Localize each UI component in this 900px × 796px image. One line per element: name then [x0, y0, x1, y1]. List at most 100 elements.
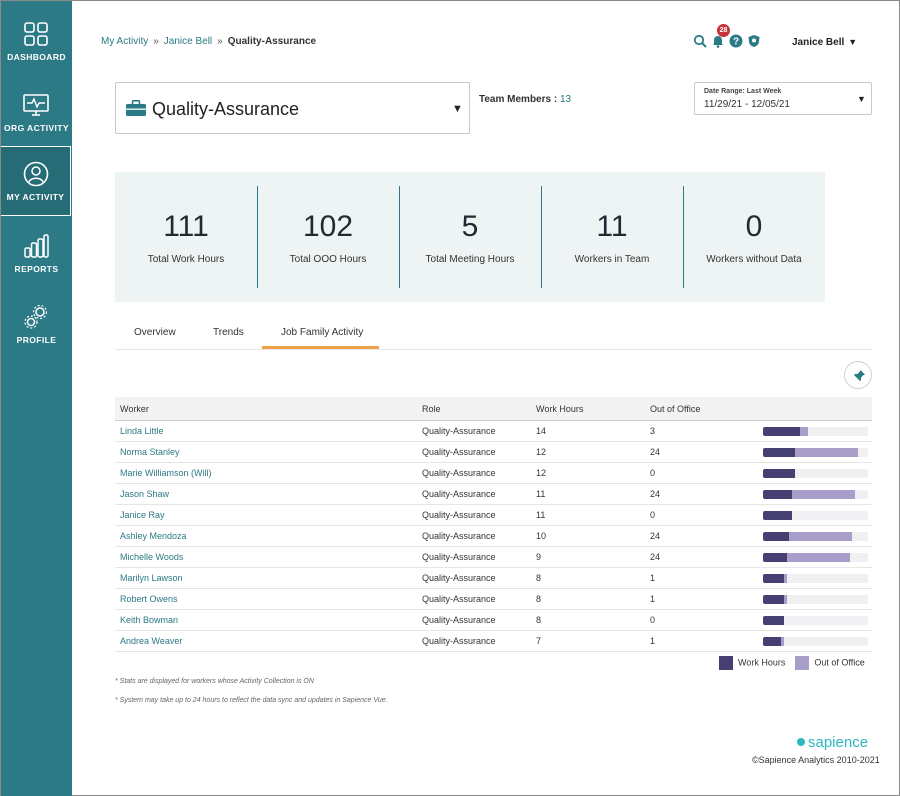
tab-bar: Overview Trends Job Family Activity [115, 318, 872, 350]
breadcrumb-my-activity[interactable]: My Activity [101, 36, 149, 47]
notification-badge: 28 [717, 24, 730, 37]
work-hours-bar-segment [763, 616, 784, 625]
work-hours-bar-segment [763, 448, 795, 457]
sidebar-item-dashboard[interactable]: DASHBOARD [1, 7, 72, 77]
worker-link[interactable]: Ashley Mendoza [120, 531, 187, 541]
tab-overview[interactable]: Overview [134, 327, 176, 338]
bell-icon[interactable] [711, 34, 725, 48]
user-menu[interactable]: Janice Bell ▼ [792, 37, 857, 48]
sidebar-item-label: REPORTS [14, 264, 59, 274]
pin-icon [854, 370, 865, 381]
out-of-office-bar-segment [786, 553, 850, 562]
hours-bar [763, 574, 868, 583]
note-sync-delay: * System may take up to 24 hours to refl… [115, 697, 388, 704]
pin-button[interactable] [844, 361, 872, 389]
sidebar: DASHBOARD ORG ACTIVITY MY ACTIVITY REPOR… [1, 1, 72, 796]
tab-job-family-activity[interactable]: Job Family Activity [281, 327, 364, 338]
stats-panel: 111 Total Work Hours 102 Total OOO Hours… [115, 172, 825, 302]
hours-bar [763, 553, 868, 562]
stat-divider [541, 186, 542, 288]
worker-link[interactable]: Keith Bowman [120, 615, 179, 625]
out-of-office-cell: 24 [650, 552, 661, 562]
legend-item-work-hours: Work Hours [719, 656, 785, 670]
worker-link[interactable]: Andrea Weaver [120, 636, 183, 646]
sidebar-item-reports[interactable]: REPORTS [1, 219, 72, 289]
worker-link[interactable]: Linda Little [120, 426, 164, 436]
stat-total-meeting-hours: 5 Total Meeting Hours [399, 186, 541, 288]
out-of-office-cell: 24 [650, 531, 661, 541]
role-cell: Quality-Assurance [422, 552, 496, 562]
table-row: Michelle Woods Quality-Assurance 9 24 [115, 547, 872, 568]
work-hours-cell: 8 [536, 573, 542, 583]
out-of-office-bar-segment [791, 490, 855, 499]
stat-label: Workers without Data [706, 254, 802, 265]
worker-link[interactable]: Marilyn Lawson [120, 573, 183, 583]
breadcrumb-separator: » [153, 36, 159, 47]
out-of-office-cell: 24 [650, 489, 661, 499]
stat-label: Total OOO Hours [289, 254, 367, 265]
work-hours-bar-segment [763, 469, 795, 478]
out-of-office-cell: 0 [650, 468, 656, 478]
search-icon[interactable] [693, 34, 707, 48]
work-hours-cell: 12 [536, 447, 547, 457]
role-cell: Quality-Assurance [422, 573, 496, 583]
out-of-office-cell: 1 [650, 594, 656, 604]
team-members-label: Team Members : [479, 94, 558, 105]
role-cell: Quality-Assurance [422, 636, 496, 646]
work-hours-cell: 12 [536, 468, 547, 478]
worker-link[interactable]: Norma Stanley [120, 447, 180, 457]
column-header-out-of-office[interactable]: Out of Office [650, 404, 701, 414]
out-of-office-bar-segment [789, 532, 853, 541]
stat-total-work-hours: 111 Total Work Hours [115, 186, 257, 288]
sidebar-item-profile[interactable]: PROFILE [1, 290, 72, 360]
table-row: Jason Shaw Quality-Assurance 11 24 [115, 484, 872, 505]
worker-link[interactable]: Robert Owens [120, 594, 178, 604]
gears-icon [24, 304, 48, 329]
date-range-select[interactable]: Date Range: Last Week 11/29/21 - 12/05/2… [694, 82, 872, 115]
team-select[interactable]: Quality-Assurance ▼ [115, 82, 470, 134]
worker-link[interactable]: Janice Ray [120, 510, 165, 520]
svg-text:?: ? [733, 37, 739, 48]
breadcrumb-separator: » [217, 36, 223, 47]
column-header-role[interactable]: Role [422, 404, 441, 414]
work-hours-cell: 8 [536, 615, 542, 625]
sidebar-item-my-activity[interactable]: MY ACTIVITY [1, 146, 71, 216]
work-hours-cell: 10 [536, 531, 547, 541]
stat-value: 11 [596, 210, 628, 243]
out-of-office-cell: 1 [650, 636, 656, 646]
role-cell: Quality-Assurance [422, 489, 496, 499]
table-row: Linda Little Quality-Assurance 14 3 [115, 421, 872, 442]
table-row: Marie Williamson (Will) Quality-Assurance… [115, 463, 872, 484]
work-hours-bar-segment [763, 637, 782, 646]
worker-link[interactable]: Michelle Woods [120, 552, 184, 562]
brand-logo: sapience [797, 734, 868, 751]
user-circle-icon [23, 161, 49, 187]
hours-bar [763, 511, 868, 520]
out-of-office-cell: 3 [650, 426, 656, 436]
bar-chart-icon [24, 234, 49, 258]
work-hours-cell: 7 [536, 636, 542, 646]
worker-link[interactable]: Marie Williamson (Will) [120, 468, 212, 478]
tab-trends[interactable]: Trends [213, 327, 244, 338]
column-header-worker[interactable]: Worker [120, 404, 149, 414]
hours-bar [763, 448, 868, 457]
column-header-work-hours[interactable]: Work Hours [536, 404, 584, 414]
sidebar-item-label: DASHBOARD [7, 52, 66, 62]
work-hours-bar-segment [763, 574, 784, 583]
shield-icon[interactable] [747, 34, 761, 48]
active-tab-indicator [262, 346, 379, 349]
sidebar-item-label: PROFILE [16, 335, 57, 345]
table-header: Worker Role Work Hours Out of Office [115, 397, 872, 421]
team-name: Quality-Assurance [152, 99, 300, 119]
table-row: Ashley Mendoza Quality-Assurance 10 24 [115, 526, 872, 547]
worker-link[interactable]: Jason Shaw [120, 489, 170, 499]
team-members-count[interactable]: 13 [559, 94, 572, 105]
table-row: Andrea Weaver Quality-Assurance 7 1 [115, 631, 872, 652]
sidebar-item-org-activity[interactable]: ORG ACTIVITY [1, 78, 72, 148]
help-icon[interactable]: ? [729, 34, 743, 48]
brand-dot [797, 738, 805, 746]
role-cell: Quality-Assurance [422, 615, 496, 625]
role-cell: Quality-Assurance [422, 468, 496, 478]
role-cell: Quality-Assurance [422, 531, 496, 541]
breadcrumb-user[interactable]: Janice Bell [163, 36, 213, 47]
